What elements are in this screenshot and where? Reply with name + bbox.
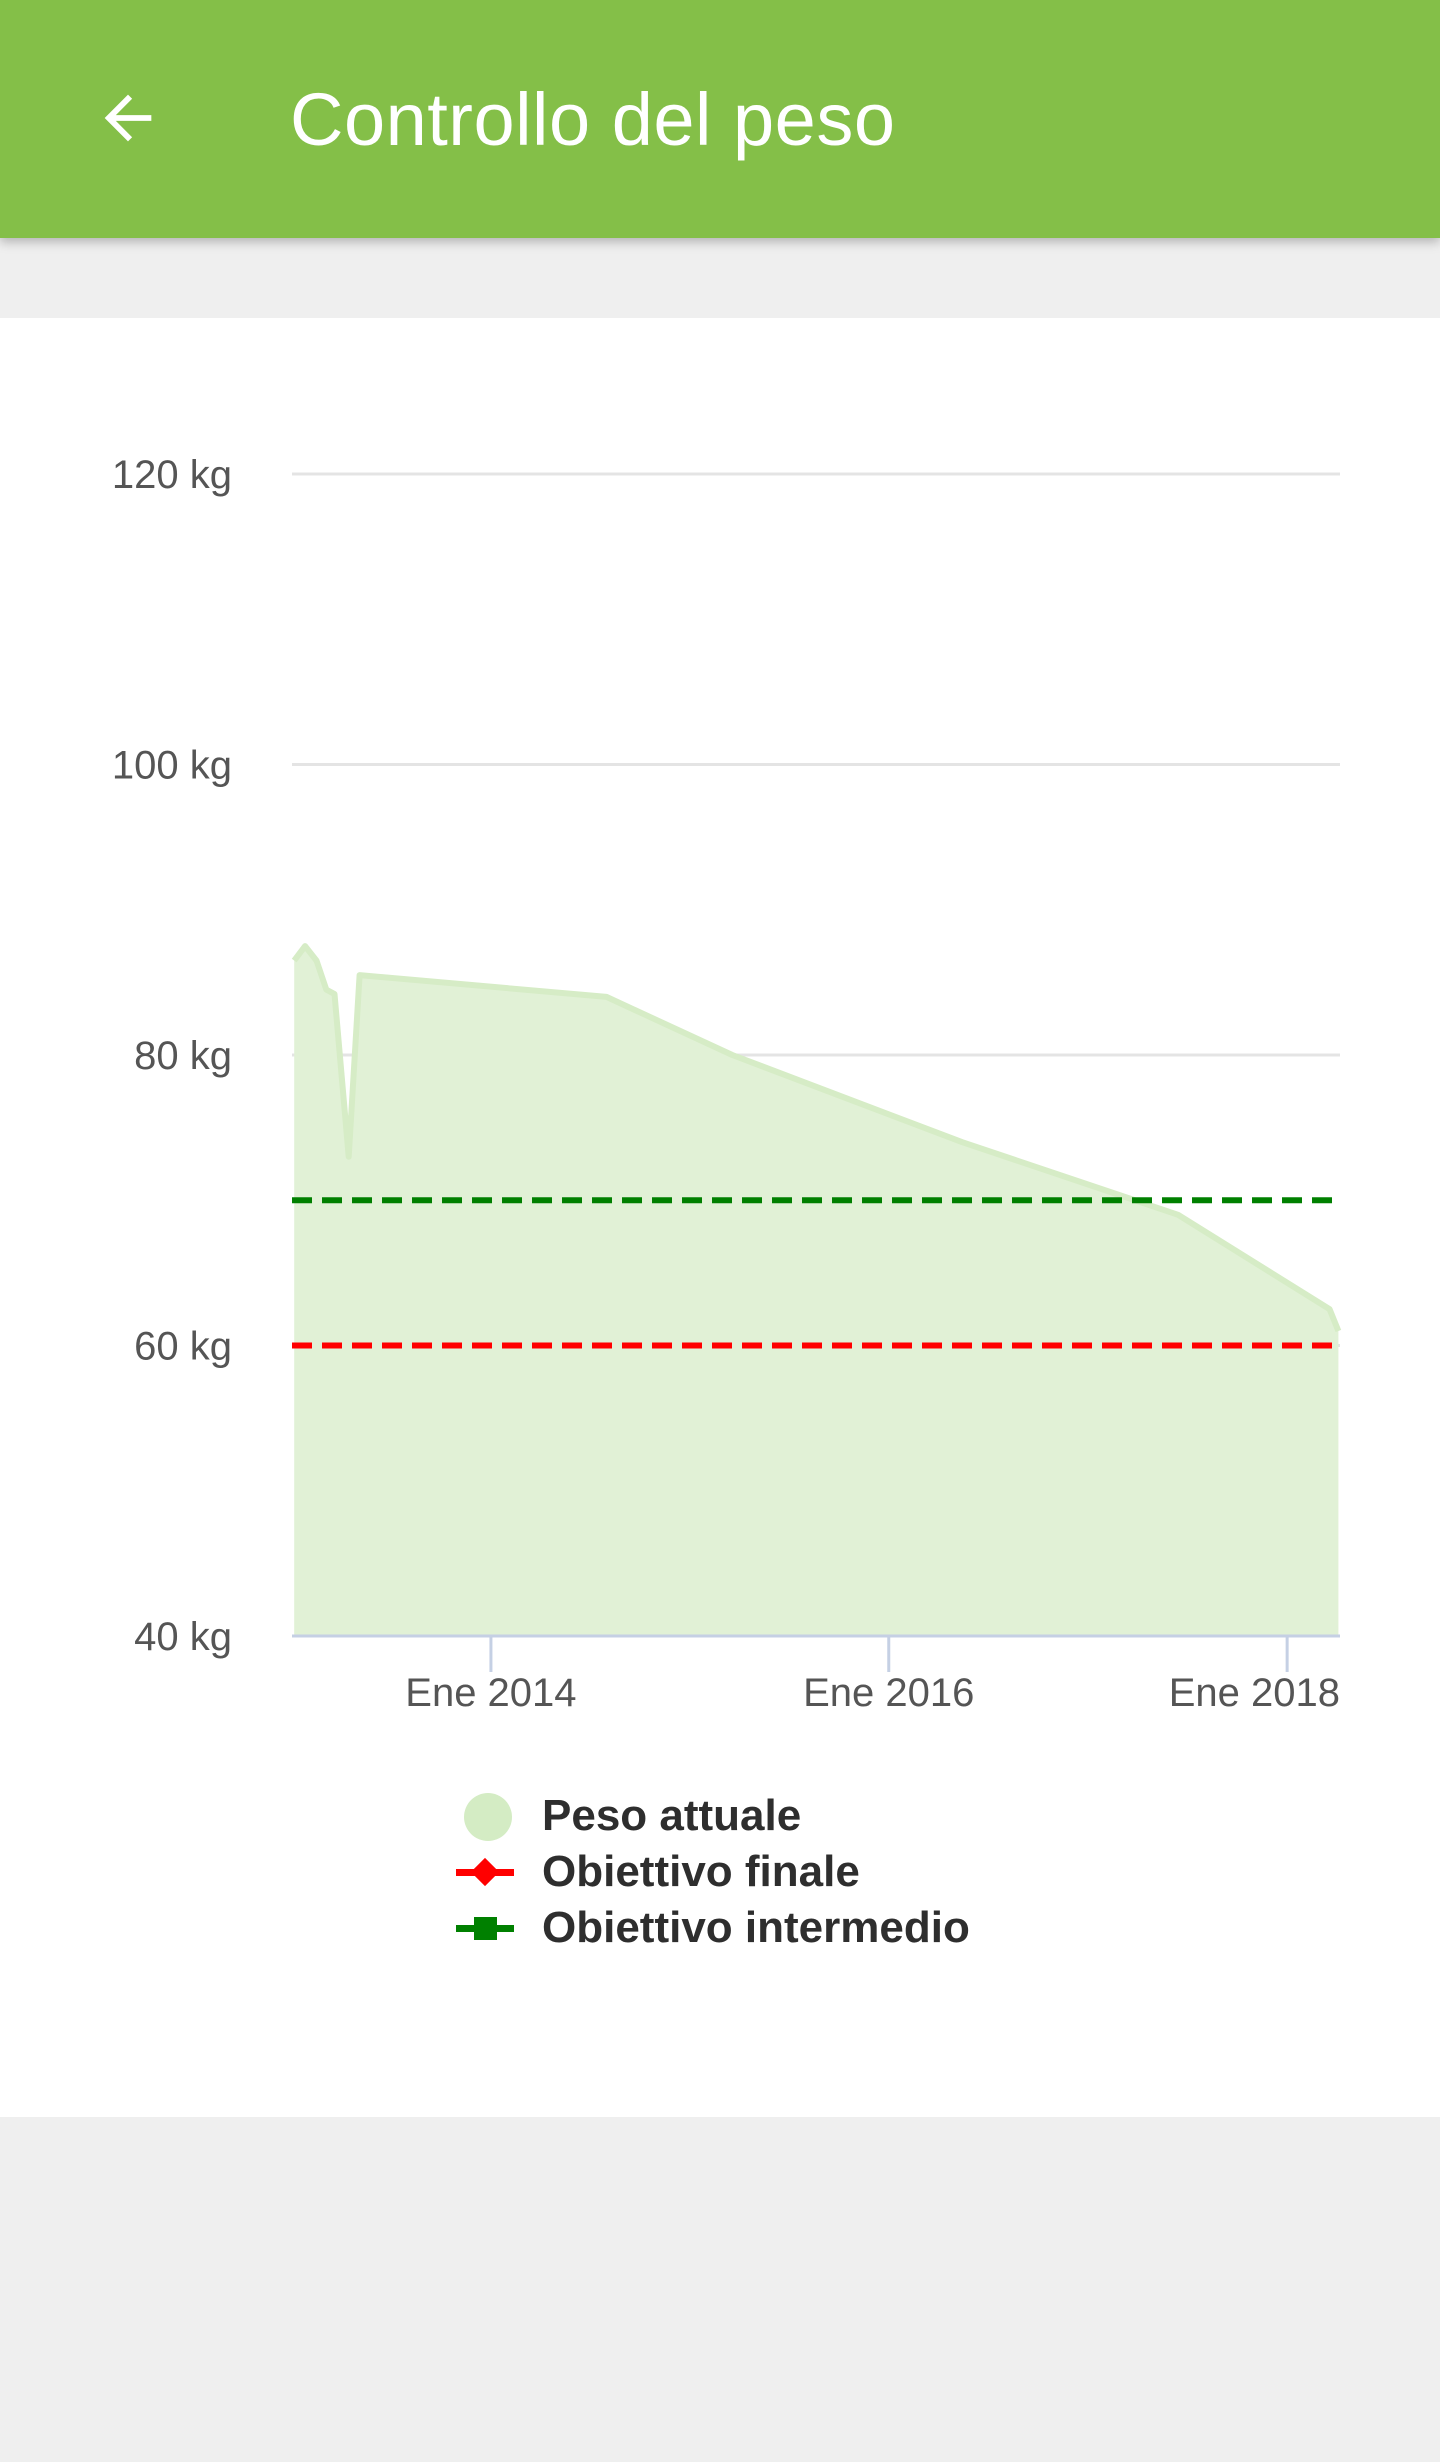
legend-label: Peso attuale	[542, 1791, 802, 1840]
y-tick-label: 40 kg	[134, 1615, 232, 1659]
weight-chart: 40 kg 60 kg 80 kg 100 kg 120 kg Ene 2014 Ene 2…	[112, 453, 1342, 1715]
y-tick-label: 60 kg	[134, 1325, 232, 1369]
chart-card: 40 kg 60 kg 80 kg 100 kg 120 kg Ene 2014 Ene 2…	[0, 318, 1440, 2117]
arrow-back-icon	[104, 94, 152, 142]
x-tick-label: Ene 2018	[1169, 1671, 1340, 1715]
line-square-marker-icon	[452, 1900, 532, 1956]
legend-item-peso-attuale[interactable]: Peso attuale	[452, 1788, 970, 1844]
circle-marker-icon	[452, 1788, 532, 1844]
x-tick-label: Ene 2016	[803, 1671, 974, 1715]
legend-item-obiettivo-intermedio[interactable]: Obiettivo intermedio	[452, 1900, 970, 1956]
y-tick-label: 80 kg	[134, 1034, 232, 1078]
legend-item-obiettivo-finale[interactable]: Obiettivo finale	[452, 1844, 970, 1900]
area-series-line	[291, 943, 1342, 1333]
y-tick-label: 120 kg	[112, 453, 232, 497]
line-diamond-marker-icon	[452, 1844, 532, 1900]
area-series-peso-attuale	[294, 946, 1339, 1636]
legend-label: Obiettivo intermedio	[542, 1903, 970, 1952]
app-bar: Controllo del peso	[0, 0, 1440, 238]
back-button[interactable]	[70, 60, 186, 176]
x-tick-label: Ene 2014	[405, 1671, 576, 1715]
legend-label: Obiettivo finale	[542, 1847, 860, 1896]
chart-legend: Peso attuale Obiettivo finale Obiettivo …	[452, 1788, 970, 1956]
page-title: Controllo del peso	[290, 78, 896, 161]
y-tick-label: 100 kg	[112, 744, 232, 788]
